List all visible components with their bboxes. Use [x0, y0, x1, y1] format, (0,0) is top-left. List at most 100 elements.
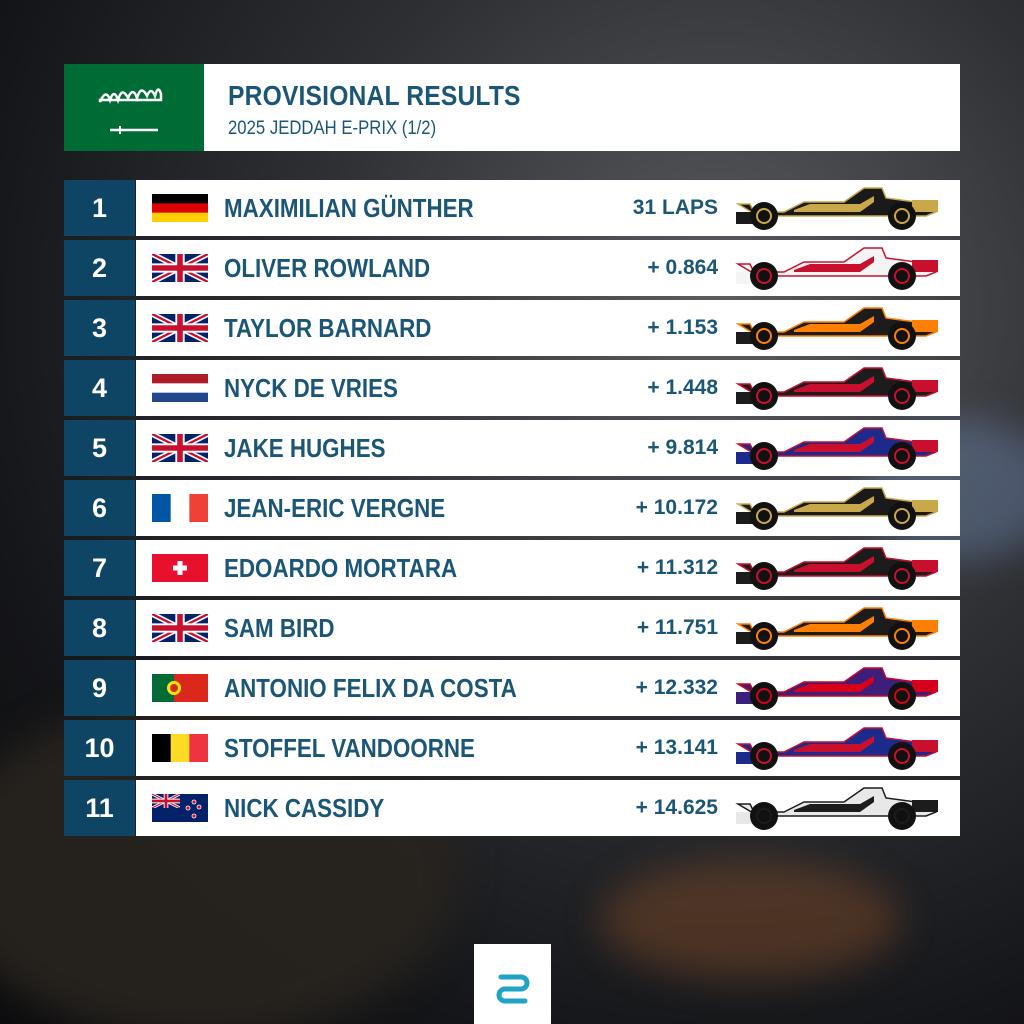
car-wheel — [888, 502, 916, 530]
car-rim — [894, 208, 910, 224]
flag-part — [170, 684, 178, 692]
car-wheel — [888, 202, 916, 230]
subtitle: 2025 JEDDAH E-PRIX (1/2) — [228, 118, 437, 139]
formula-e-logo — [474, 944, 551, 1024]
driver-name: NICK CASSIDY — [224, 793, 385, 823]
gap: + 13.141 — [635, 736, 718, 759]
saudi-emblem — [98, 88, 163, 134]
flag-part — [170, 734, 190, 762]
saudi-flag — [64, 64, 204, 151]
result-row: 7 EDOARDO MORTARA + 11.312 — [64, 540, 960, 596]
car-wheel — [888, 802, 916, 830]
flag-part — [170, 494, 190, 522]
car-stripe — [794, 376, 874, 392]
car-stripe — [794, 556, 874, 572]
car-wheel — [750, 562, 778, 590]
flag-part — [152, 392, 208, 402]
car-rim — [756, 328, 772, 344]
car-wheel — [888, 682, 916, 710]
car-rim — [894, 328, 910, 344]
car-rear-wing — [912, 560, 938, 572]
car-image — [735, 187, 938, 230]
car-image — [735, 667, 938, 710]
flag-part — [152, 674, 174, 702]
background-light — [600, 860, 900, 980]
car-rear-wing — [912, 200, 938, 212]
logo-mark — [496, 974, 530, 1004]
car-rim — [894, 628, 910, 644]
car-rim — [756, 808, 772, 824]
result-row: 2 OLIVER ROWLAND + 0.864 — [64, 240, 960, 296]
car-wheel — [750, 742, 778, 770]
flag-part — [152, 734, 172, 762]
result-row: 4 NYCK DE VRIES + 1.448 — [64, 360, 960, 416]
car-wheel — [888, 742, 916, 770]
car-wheel — [750, 322, 778, 350]
row-panel: STOFFEL VANDOORNE + 13.141 — [136, 720, 960, 776]
car-stripe — [794, 676, 874, 692]
car-wheel — [750, 442, 778, 470]
title: PROVISIONAL RESULTS — [228, 80, 521, 111]
position: 1 — [64, 180, 135, 236]
car-rear-wing — [912, 440, 938, 452]
gap: 31 LAPS — [632, 196, 718, 219]
driver-name: SAM BIRD — [224, 613, 335, 643]
driver-flag — [152, 434, 208, 462]
gap: + 1.153 — [647, 316, 718, 339]
position: 4 — [64, 360, 135, 416]
driver-name: EDOARDO MORTARA — [224, 553, 458, 583]
car-rear-wing — [912, 500, 938, 512]
row-panel: TAYLOR BARNARD + 1.153 — [136, 300, 960, 356]
car-rim — [756, 688, 772, 704]
flag-part — [191, 799, 197, 805]
driver-name: ANTONIO FELIX DA COSTA — [224, 673, 517, 703]
car-image — [735, 487, 938, 530]
car-rear-wing — [912, 320, 938, 332]
flag-part — [152, 383, 208, 394]
car-stripe — [794, 496, 874, 512]
car-rim — [756, 508, 772, 524]
driver-name: OLIVER ROWLAND — [224, 253, 431, 283]
flag-part — [189, 734, 208, 762]
car-wheel — [888, 382, 916, 410]
car-wheel — [750, 202, 778, 230]
result-row: 1 MAXIMILIAN GÜNTHER 31 LAPS — [64, 180, 960, 236]
driver-flag — [152, 734, 208, 762]
row-panel: MAXIMILIAN GÜNTHER 31 LAPS — [136, 180, 960, 236]
flag-part — [152, 194, 208, 204]
position: 3 — [64, 300, 135, 356]
position: 7 — [64, 540, 135, 596]
row-panel: OLIVER ROWLAND + 0.864 — [136, 240, 960, 296]
row-panel: NICK CASSIDY + 14.625 — [136, 780, 960, 836]
car-wheel — [888, 562, 916, 590]
position: 8 — [64, 600, 135, 656]
car-rim — [894, 568, 910, 584]
gap: + 1.448 — [647, 376, 718, 399]
car-wheel — [888, 442, 916, 470]
car-rim — [756, 448, 772, 464]
car-rim — [894, 388, 910, 404]
car-stripe — [794, 436, 874, 452]
row-panel: JAKE HUGHES + 9.814 — [136, 420, 960, 476]
car-wheel — [888, 322, 916, 350]
position: 5 — [64, 420, 135, 476]
flag-part — [152, 254, 208, 282]
gap: + 10.172 — [635, 496, 718, 519]
car-rear-wing — [912, 620, 938, 632]
position: 10 — [64, 720, 135, 776]
car-rim — [894, 508, 910, 524]
result-row: 5 JAKE HUGHES + 9.814 — [64, 420, 960, 476]
row-panel: ANTONIO FELIX DA COSTA + 12.332 — [136, 660, 960, 716]
gap: + 0.864 — [647, 256, 718, 279]
position: 2 — [64, 240, 135, 296]
car-image — [735, 307, 938, 350]
car-image — [735, 607, 938, 650]
car-rear-wing — [912, 260, 938, 272]
flag-part — [196, 804, 202, 810]
car-image — [735, 787, 938, 830]
flag-part — [152, 374, 208, 384]
flag-part — [152, 203, 208, 214]
driver-flag — [152, 314, 208, 342]
car-image — [735, 727, 938, 770]
flag-part — [191, 813, 197, 819]
